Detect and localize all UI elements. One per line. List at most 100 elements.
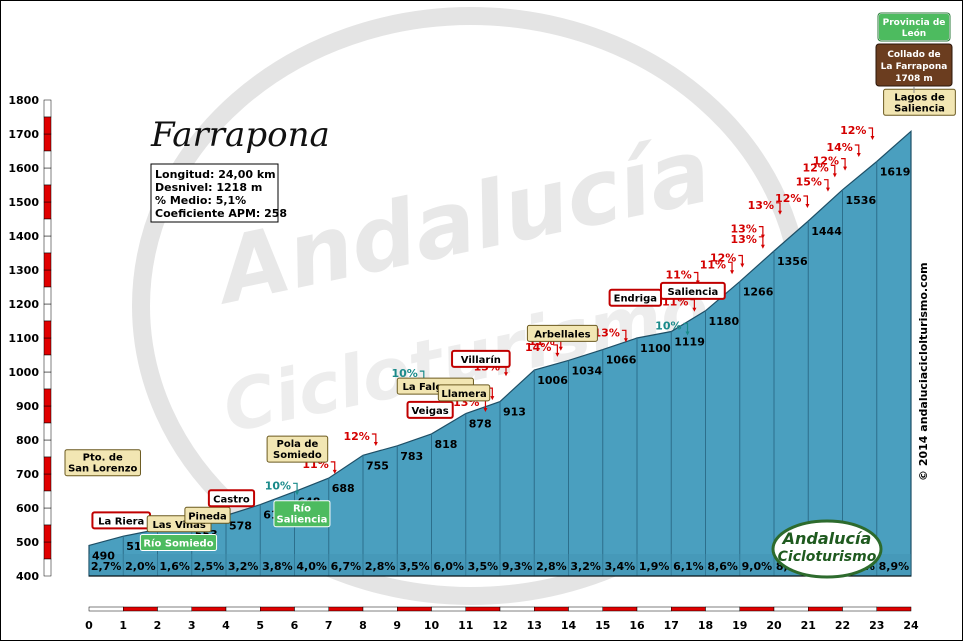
x-axis-segment — [431, 606, 466, 612]
place-marker: Saliencia — [659, 281, 726, 300]
x-axis-segment — [671, 606, 706, 612]
y-tick-label: 500 — [16, 536, 39, 549]
km-gradient-label: 3,5% — [468, 560, 499, 573]
altitude-label: 1100 — [640, 342, 671, 355]
x-axis-segment — [636, 606, 672, 612]
x-axis-segment — [328, 606, 364, 612]
ramp-label: 13% — [731, 233, 757, 246]
place-box — [64, 449, 141, 477]
altitude-label: 688 — [332, 482, 355, 495]
ramp-arrow — [693, 271, 699, 283]
place-box — [659, 281, 726, 300]
place-box — [273, 500, 331, 528]
altitude-label: 1119 — [674, 336, 705, 349]
y-axis-segment — [43, 354, 52, 373]
x-tick-label: 2 — [154, 619, 162, 632]
y-axis-segment — [43, 184, 52, 203]
ramp-label: 10% — [655, 320, 681, 333]
x-tick-label: 11 — [458, 619, 473, 632]
km-gradient-label: 1,9% — [639, 560, 670, 573]
place-marker: Pineda — [184, 506, 231, 524]
ramp-label: 13% — [748, 199, 774, 212]
y-tick-label: 900 — [16, 400, 39, 413]
y-axis-segment — [43, 439, 52, 458]
y-axis-segment — [43, 524, 52, 543]
ramp-arrowhead — [740, 263, 745, 268]
ramp-arrow — [868, 127, 874, 138]
copyright-text: © 2014 andaluciaciclolturismo.com — [917, 262, 930, 481]
x-tick-label: 8 — [359, 619, 367, 632]
x-axis-segment — [842, 606, 877, 612]
x-tick-label: 16 — [629, 619, 645, 632]
ramp-arrow — [776, 202, 781, 213]
x-tick-label: 6 — [291, 619, 299, 632]
place-box — [184, 506, 231, 524]
x-axis-segment — [808, 606, 843, 612]
y-axis-segment — [43, 507, 52, 526]
x-tick-label: 22 — [835, 619, 850, 632]
ramp-label: 10% — [265, 479, 291, 492]
x-tick-label: 24 — [903, 619, 919, 632]
provincia-line1: Provincia de — [883, 18, 946, 28]
place-marker: La Riera — [91, 511, 152, 530]
place-box — [139, 534, 218, 551]
stat-longitud: Longitud: 24,00 km — [155, 168, 276, 181]
x-axis-segment — [602, 606, 638, 612]
ramp-arrowhead — [843, 166, 848, 171]
ramp-arrowhead — [778, 210, 782, 215]
place-box — [883, 88, 956, 116]
x-axis-segment — [191, 606, 227, 612]
y-axis-segment — [43, 388, 52, 407]
stat-medio: % Medio: 5,1% — [155, 194, 246, 207]
place-label: Lagos de — [894, 92, 945, 103]
altitude-label: 1536 — [846, 194, 877, 207]
place-marker: Llamera — [437, 384, 491, 402]
altitude-label: 1356 — [777, 255, 808, 268]
altitude-label: 818 — [435, 438, 458, 451]
x-axis-segment — [499, 606, 535, 612]
km-gradient-label: 2,7% — [91, 560, 122, 573]
place-label: Las Viñas — [152, 520, 205, 531]
place-box — [437, 384, 491, 402]
place-label: Pto. de — [83, 453, 123, 464]
y-axis-segment — [43, 252, 52, 271]
y-tick-label: 1800 — [8, 94, 39, 107]
y-axis-segment — [43, 422, 52, 441]
y-axis-segment — [43, 201, 52, 220]
altitude-label: 1619 — [880, 166, 911, 179]
y-tick-label: 1600 — [8, 162, 39, 175]
altitude-label: 1180 — [709, 315, 740, 328]
ramp-arrowhead — [504, 372, 508, 377]
y-axis-segment — [43, 99, 52, 118]
place-label: Pineda — [188, 511, 227, 522]
y-axis-segment — [43, 218, 52, 237]
place-box — [451, 349, 511, 368]
ramp-arrowhead — [483, 408, 488, 412]
ramp-arrow — [293, 482, 298, 494]
ramp-label: 11% — [700, 258, 726, 271]
place-box — [526, 324, 598, 342]
km-gradient-label: 3,4% — [605, 560, 636, 573]
km-gradient-label: 6,7% — [331, 560, 362, 573]
ramp-arrowhead — [805, 204, 810, 208]
altitude-label: 1006 — [537, 374, 568, 387]
km-gradient-label: 3,5% — [399, 560, 430, 573]
place-label: Pola de — [277, 439, 319, 450]
ramp-arrowhead — [685, 331, 690, 336]
x-axis-segment — [534, 606, 569, 612]
x-tick-label: 18 — [698, 619, 713, 632]
y-tick-label: 700 — [16, 468, 39, 481]
x-tick-label: 13 — [527, 619, 542, 632]
x-tick-label: 17 — [664, 619, 679, 632]
ramp-arrow — [553, 344, 558, 355]
place-label: Saliencia — [277, 515, 328, 526]
y-axis-segment — [43, 320, 52, 339]
y-axis-segment — [43, 541, 52, 560]
altitude-label: 1266 — [743, 286, 774, 299]
y-axis-segment — [43, 490, 52, 509]
x-axis-segment — [465, 606, 501, 612]
place-label: Saliencia — [894, 103, 945, 114]
y-axis-segment — [43, 405, 52, 424]
provincia-box: Provincia de León — [877, 12, 951, 42]
